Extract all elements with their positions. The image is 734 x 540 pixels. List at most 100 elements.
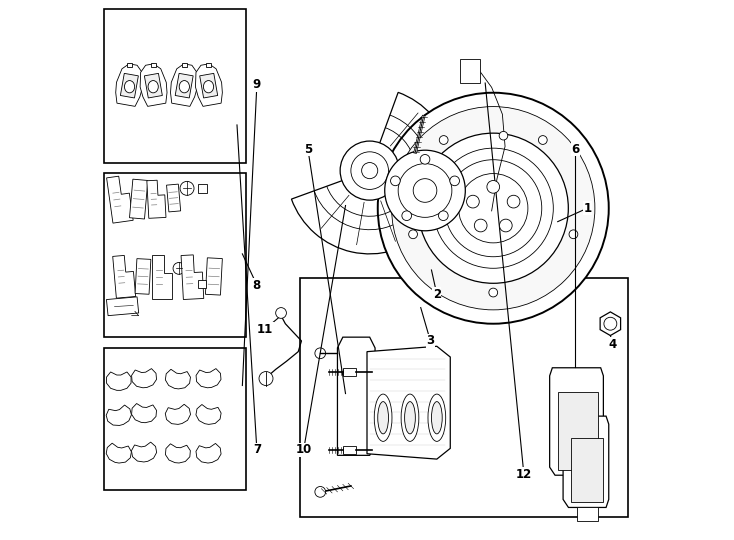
Ellipse shape xyxy=(428,394,446,441)
Polygon shape xyxy=(344,446,356,454)
Circle shape xyxy=(402,211,412,220)
Circle shape xyxy=(474,219,487,232)
Circle shape xyxy=(439,136,448,144)
Circle shape xyxy=(445,160,542,256)
Text: 3: 3 xyxy=(426,334,435,347)
Polygon shape xyxy=(116,64,142,106)
Circle shape xyxy=(487,180,500,193)
Circle shape xyxy=(385,150,465,231)
Polygon shape xyxy=(175,73,193,98)
Circle shape xyxy=(418,133,568,284)
Circle shape xyxy=(499,131,508,140)
Polygon shape xyxy=(140,64,167,106)
Ellipse shape xyxy=(148,80,159,93)
Polygon shape xyxy=(106,372,131,390)
Ellipse shape xyxy=(404,402,415,434)
Text: 2: 2 xyxy=(433,288,441,301)
Polygon shape xyxy=(206,258,222,295)
Text: 4: 4 xyxy=(609,338,617,350)
Polygon shape xyxy=(165,444,190,463)
Text: 10: 10 xyxy=(296,443,312,456)
Text: 6: 6 xyxy=(571,143,580,156)
Polygon shape xyxy=(563,416,608,508)
Polygon shape xyxy=(344,368,356,376)
Polygon shape xyxy=(113,255,136,298)
Ellipse shape xyxy=(378,402,388,434)
Text: 8: 8 xyxy=(252,279,261,292)
Bar xyxy=(300,278,628,517)
Polygon shape xyxy=(106,297,139,316)
Polygon shape xyxy=(576,508,598,521)
Circle shape xyxy=(420,154,430,164)
Polygon shape xyxy=(120,73,138,98)
Circle shape xyxy=(413,179,437,202)
Polygon shape xyxy=(152,255,172,299)
Polygon shape xyxy=(167,184,181,212)
Polygon shape xyxy=(145,73,162,98)
Circle shape xyxy=(315,348,326,359)
Circle shape xyxy=(173,262,185,274)
Polygon shape xyxy=(181,255,204,300)
Circle shape xyxy=(398,164,452,218)
Ellipse shape xyxy=(374,394,392,441)
Polygon shape xyxy=(460,59,480,83)
Polygon shape xyxy=(106,176,133,223)
Polygon shape xyxy=(135,259,151,294)
Bar xyxy=(197,184,208,193)
Circle shape xyxy=(392,106,595,310)
Circle shape xyxy=(378,93,608,323)
Text: 7: 7 xyxy=(252,443,261,456)
Polygon shape xyxy=(200,73,218,98)
Bar xyxy=(127,63,132,68)
Polygon shape xyxy=(600,312,621,335)
Bar xyxy=(103,348,246,490)
Polygon shape xyxy=(165,404,191,424)
Circle shape xyxy=(180,181,194,195)
Circle shape xyxy=(450,176,459,186)
Polygon shape xyxy=(129,179,148,219)
Text: 1: 1 xyxy=(584,202,592,215)
Bar xyxy=(206,63,211,68)
Text: 11: 11 xyxy=(257,322,273,335)
Circle shape xyxy=(499,219,512,232)
Circle shape xyxy=(467,195,479,208)
Polygon shape xyxy=(195,64,222,106)
Circle shape xyxy=(569,230,578,239)
Circle shape xyxy=(362,163,378,179)
Polygon shape xyxy=(571,437,603,502)
Polygon shape xyxy=(106,405,131,426)
Polygon shape xyxy=(367,346,450,459)
Text: 5: 5 xyxy=(304,143,312,156)
Polygon shape xyxy=(196,369,221,388)
Circle shape xyxy=(604,318,617,330)
Ellipse shape xyxy=(125,80,134,93)
Circle shape xyxy=(276,308,286,319)
Polygon shape xyxy=(550,368,603,475)
Circle shape xyxy=(340,141,399,200)
Polygon shape xyxy=(196,443,221,463)
Polygon shape xyxy=(165,369,190,389)
Polygon shape xyxy=(147,180,166,218)
Polygon shape xyxy=(131,403,156,423)
Polygon shape xyxy=(131,442,156,462)
Polygon shape xyxy=(558,392,598,470)
Circle shape xyxy=(507,195,520,208)
Circle shape xyxy=(438,211,448,220)
Bar xyxy=(182,63,186,68)
Polygon shape xyxy=(131,369,156,388)
Ellipse shape xyxy=(432,402,442,434)
Circle shape xyxy=(390,176,400,186)
Polygon shape xyxy=(196,404,221,424)
Circle shape xyxy=(315,487,326,497)
Ellipse shape xyxy=(203,80,214,93)
Circle shape xyxy=(539,136,547,144)
Circle shape xyxy=(409,230,418,239)
Ellipse shape xyxy=(401,394,419,441)
Ellipse shape xyxy=(179,80,189,93)
Bar xyxy=(150,63,156,68)
Circle shape xyxy=(433,148,553,268)
Text: 9: 9 xyxy=(252,78,261,91)
Wedge shape xyxy=(291,92,453,254)
Circle shape xyxy=(489,288,498,297)
Circle shape xyxy=(259,372,273,386)
